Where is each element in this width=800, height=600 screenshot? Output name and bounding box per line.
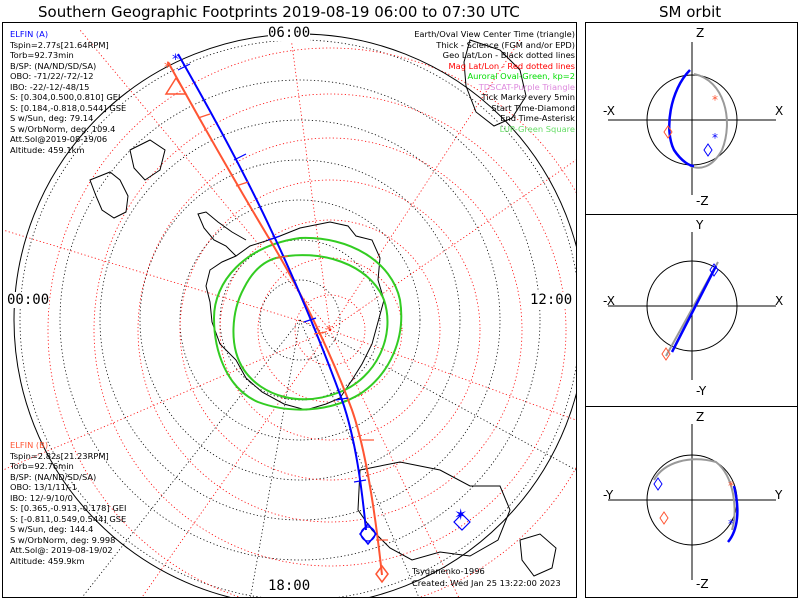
elfin-b-line: S w/Sun, deg: 144.4	[10, 524, 94, 535]
legend-item: End Time-Asterisk	[500, 113, 575, 124]
elfin-a-line: S w/OrbNorm, deg: 109.4	[10, 123, 116, 134]
elfin-a-ticks	[177, 63, 367, 483]
legend-item: LUP-Green Square	[499, 123, 575, 134]
hour-label-bottom: 18:00	[268, 578, 311, 594]
sm-panel-3: * *	[608, 424, 776, 580]
elfin-a-track	[177, 53, 367, 531]
legend-item: Start Time-Diamond	[491, 102, 575, 113]
sm-panel-1: * *	[608, 42, 776, 195]
sm2-right-label: X	[775, 294, 784, 308]
elfin-a-line: OBO: -71/22/-72/-12	[10, 71, 94, 82]
sm1-bottom-label: -Z	[696, 194, 709, 208]
elfin-a-start-diamond	[359, 522, 377, 546]
auroral-oval	[212, 236, 403, 411]
elfin-a-line: S: [0.184,-0.818,0.544] GSE	[10, 102, 127, 113]
elfin-a-line: S w/Sun, deg: 79.14	[10, 113, 94, 124]
elfin-b-ticks	[197, 113, 388, 541]
elfin-b-start-diamond	[375, 564, 389, 584]
sm-panel-2	[608, 232, 776, 380]
elfin-a-end-asterisk: *	[172, 52, 179, 68]
hour-label-right: 12:00	[530, 292, 573, 308]
sm-orbit-title: SM orbit	[659, 3, 722, 21]
elfin-a-line: IBO: -22/-12/-48/15	[10, 81, 90, 92]
sm1-left-label: -X	[603, 104, 615, 118]
sm3-bottom-label: -Z	[696, 577, 709, 591]
elfin-b-line: Tspin=2.82s[21.23RPM]	[10, 450, 109, 461]
elfin-b-info: ELFIN (B) Tspin=2.82s[21.23RPM] Torb=92.…	[10, 440, 126, 567]
mag-pole-marker: *	[326, 323, 332, 337]
elfin-b-line: Altitude: 459.9km	[10, 556, 85, 567]
hour-label-left: 00:00	[7, 292, 50, 308]
sm3-top-label: Z	[696, 410, 705, 424]
elfin-a-diamond-marker	[453, 513, 471, 531]
elfin-a-line: Torb=92.73min	[10, 50, 74, 61]
elfin-b-line: IBO: 12/-9/10/0	[10, 492, 73, 503]
elfin-a-start-circle	[360, 526, 376, 542]
elfin-b-line: B/SP: (NA/ND/SD/SA)	[10, 471, 97, 482]
legend-item: Auroral Oval-Green, kp=2	[467, 71, 575, 82]
elfin-a-info: ELFIN (A) Tspin=2.77s[21.64RPM] Torb=92.…	[10, 29, 126, 156]
sm2-bottom-label: -Y	[696, 384, 707, 398]
legend-item: Thick - Science (FGM and/or EPD)	[436, 39, 575, 50]
elfin-a-line: Att.Sol@2019-08-19/06	[10, 134, 108, 145]
svg-text:*: *	[712, 131, 718, 145]
geo-grid	[19, 39, 576, 597]
elfin-b-line: OBO: 13/1/11/-1	[10, 482, 77, 493]
svg-text:*: *	[728, 479, 734, 493]
figure-title: Southern Geographic Footprints 2019-08-1…	[38, 3, 520, 21]
polar-map: * * ✶ *	[3, 29, 576, 597]
elfin-a-line: Tspin=2.77s[21.64RPM]	[10, 39, 109, 50]
elfin-b-end-asterisk: *	[164, 60, 171, 76]
legend: Earth/Oval View Center Time (triangle) T…	[414, 29, 575, 134]
legend-item: TDSCAT-Purple Triangle	[478, 81, 575, 92]
elfin-b-line: S: [0.365,-0.913,-0.178] GEI	[10, 503, 127, 514]
elfin-b-line: S w/OrbNorm, deg: 9.998	[10, 534, 116, 545]
elfin-b-line: Att.Sol@: 2019-08-19/02	[10, 545, 113, 556]
model-credit: Tsyganenko-1996	[412, 566, 485, 576]
mag-grid	[3, 29, 576, 597]
legend-item: Geo Lat/Lon - Black dotted lines	[442, 50, 575, 61]
hour-label-top: 06:00	[268, 25, 311, 41]
elfin-b-line: S: [-0.811,0.549,0.544] GSE	[10, 513, 127, 524]
elfin-b-line: Torb=92.76min	[10, 461, 74, 472]
sm3-right-label: Y	[775, 488, 783, 502]
track-markers: * * ✶ *	[164, 52, 471, 584]
legend-item: Earth/Oval View Center Time (triangle)	[414, 29, 575, 39]
polar-plot-frame	[2, 22, 577, 598]
sm-panels-frame	[585, 22, 798, 598]
legend-item: Tick Marks every 5min	[481, 92, 575, 103]
legend-item: Mag Lat/Lon - Red dotted lines	[448, 60, 575, 71]
svg-text:*: *	[712, 93, 718, 107]
elfin-a-line: S: [0.304,0.500,0.810] GEI	[10, 92, 121, 103]
svg-text:*: *	[728, 517, 734, 531]
sm2-top-label: Y	[696, 218, 704, 232]
sm2-left-label: -X	[603, 294, 615, 308]
elfin-a-line: B/SP: (NA/ND/SD/SA)	[10, 60, 97, 71]
elfin-b-view-triangle	[164, 76, 188, 95]
sm3-left-label: -Y	[603, 488, 614, 502]
created-timestamp: Created: Wed Jan 25 13:22:00 2023	[412, 578, 561, 588]
coastlines	[89, 39, 557, 577]
elfin-a-line: Altitude: 459.1km	[10, 145, 85, 156]
sm1-top-label: Z	[696, 26, 705, 40]
elfin-b-track	[167, 61, 383, 576]
elfin-a-name: ELFIN (A)	[10, 29, 49, 39]
elfin-b-name: ELFIN (B)	[10, 440, 49, 450]
sm1-right-label: X	[775, 104, 784, 118]
